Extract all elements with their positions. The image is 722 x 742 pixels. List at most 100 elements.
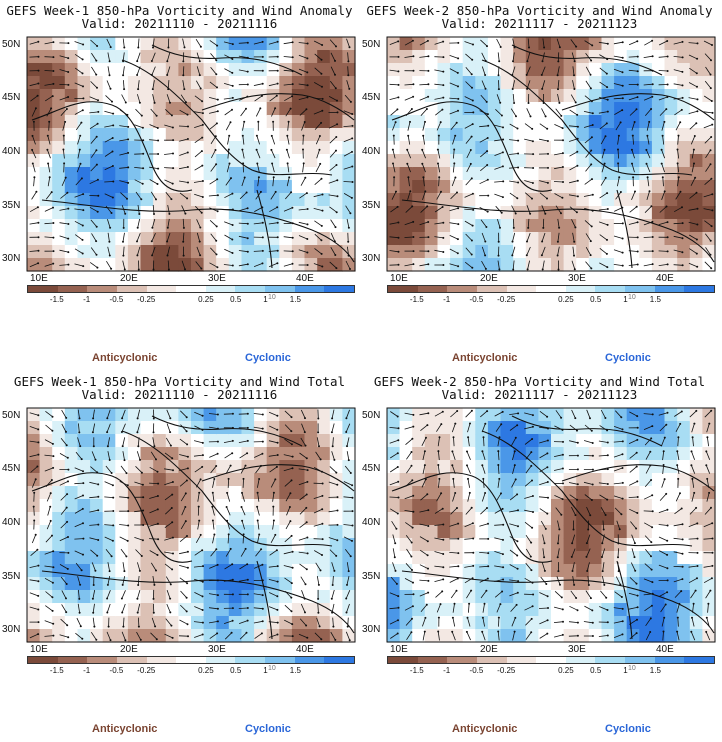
wind-arrow-head: [81, 637, 84, 640]
wind-arrow: [541, 246, 546, 256]
vorticity-cell: [291, 512, 306, 526]
vorticity-cell: [153, 460, 167, 474]
vorticity-cell: [127, 76, 142, 90]
vorticity-cell: [127, 206, 142, 220]
wind-arrow: [254, 453, 263, 458]
wind-arrow: [389, 41, 399, 45]
vorticity-cell: [576, 219, 590, 233]
wind-arrow-head: [82, 85, 84, 88]
vorticity-cell: [165, 525, 179, 539]
vorticity-cell: [304, 37, 318, 51]
vorticity-cell: [241, 102, 255, 116]
wind-arrow-head: [395, 582, 398, 585]
vorticity-cell: [140, 590, 154, 604]
vorticity-cell: [677, 141, 691, 155]
vorticity-cell: [639, 89, 653, 103]
wind-arrow: [314, 248, 322, 255]
vorticity-cell: [601, 499, 615, 513]
wind-arrow-head: [604, 176, 607, 179]
vorticity-cell: [77, 421, 91, 435]
wind-arrow-head: [711, 123, 714, 126]
wind-arrow-head: [411, 437, 414, 440]
wind-arrow-head: [136, 74, 139, 76]
wind-arrow: [347, 66, 349, 76]
wind-arrow-head: [411, 605, 414, 608]
wind-arrow-head: [317, 431, 320, 434]
wind-arrow-head: [711, 537, 714, 540]
vorticity-cell: [538, 525, 552, 539]
wind-arrow-head: [136, 417, 139, 420]
wind-arrow: [32, 135, 36, 145]
wind-arrow-head: [526, 240, 528, 243]
wind-arrow-head: [97, 495, 100, 498]
vorticity-cell: [677, 193, 691, 207]
wind-arrow: [106, 603, 111, 613]
wind-arrow-head: [305, 568, 308, 571]
vorticity-cell: [178, 447, 192, 461]
vorticity-cell: [342, 219, 356, 233]
wind-arrow: [643, 578, 653, 583]
wind-arrow: [465, 81, 473, 89]
wind-arrow-head: [442, 56, 445, 59]
vorticity-cell: [115, 63, 129, 77]
vorticity-cell: [153, 447, 167, 461]
wind-arrow: [557, 534, 560, 544]
wind-arrow: [44, 222, 54, 225]
vorticity-cell: [216, 512, 230, 526]
wind-arrow-head: [604, 135, 607, 138]
wind-arrow: [494, 551, 504, 555]
wind-arrow-head: [231, 578, 234, 581]
vorticity-cell: [279, 115, 293, 129]
wind-arrow: [538, 607, 549, 609]
wind-arrow: [62, 121, 66, 131]
vorticity-cell: [329, 577, 343, 591]
wind-arrow: [422, 135, 425, 145]
wind-arrow-head: [172, 139, 175, 142]
vorticity-cell: [27, 447, 41, 461]
wind-arrow-head: [574, 514, 577, 517]
wind-arrow: [300, 177, 306, 186]
wind-arrow-head: [485, 100, 488, 103]
vorticity-cell: [551, 232, 565, 246]
wind-arrow: [658, 564, 668, 569]
wind-arrow-head: [108, 240, 111, 243]
vorticity-cell: [39, 89, 53, 103]
wind-arrow-head: [544, 527, 547, 530]
vorticity-cell: [437, 63, 451, 77]
vorticity-cell: [576, 512, 590, 526]
vorticity-cell: [399, 590, 413, 604]
wind-arrow: [628, 69, 638, 72]
vorticity-cell: [304, 180, 318, 194]
vorticity-cell: [412, 603, 426, 617]
wind-arrow-head: [621, 440, 624, 443]
wind-arrow-head: [201, 595, 204, 598]
wind-arrow: [390, 411, 398, 417]
vorticity-cell: [651, 447, 666, 461]
vorticity-cell: [525, 245, 539, 259]
legend-anticyclonic: Anticyclonic: [452, 352, 518, 364]
wind-arrow-head: [112, 180, 115, 183]
wind-arrow-head: [126, 197, 128, 200]
wind-arrow-head: [306, 57, 309, 60]
wind-arrow: [208, 194, 218, 197]
wind-arrow: [164, 633, 173, 639]
wind-arrow-head: [546, 595, 549, 598]
vorticity-cell: [576, 193, 590, 207]
wind-arrow: [60, 437, 68, 446]
wind-arrow-head: [501, 196, 504, 199]
vorticity-cell: [228, 50, 242, 64]
wind-arrow: [480, 590, 487, 599]
wind-arrow-head: [246, 452, 249, 455]
vorticity-cell: [387, 180, 401, 194]
wind-arrow-head: [396, 108, 399, 111]
wind-arrow: [210, 164, 217, 172]
wind-arrow-head: [261, 40, 264, 43]
wind-arrow-head: [531, 479, 533, 482]
vorticity-cell: [626, 408, 640, 422]
wind-arrow-head: [126, 539, 129, 542]
wind-arrow: [106, 631, 111, 641]
wind-arrow: [691, 492, 695, 502]
vorticity-cell: [500, 590, 514, 604]
wind-arrow-head: [306, 223, 309, 226]
colorbar-mark: 10: [268, 294, 276, 301]
